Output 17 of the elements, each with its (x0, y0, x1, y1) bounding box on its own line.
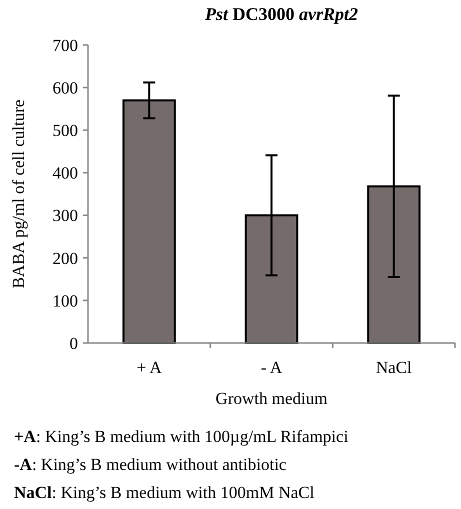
y-tick-label: 300 (52, 206, 78, 226)
text: +A: King’s B medium with 100µg/mL Rifampici (14, 427, 349, 446)
text: -A: King’s B medium without antibiotic (14, 455, 287, 474)
y-tick-label: 500 (52, 121, 78, 140)
text: NaCl: King’s B medium with 100mM NaCl (14, 483, 315, 502)
x-tick-label: NaCl (376, 358, 412, 377)
y-tick-label: 400 (52, 164, 78, 183)
x-axis-title: Growth medium (216, 389, 328, 408)
y-axis-title: BABA pg/ml of cell culture (9, 100, 28, 288)
chart-title: Pst DC3000 avrRpt2 (204, 4, 358, 24)
y-tick-label: 600 (52, 78, 78, 98)
y-tick-label: 0 (70, 334, 78, 353)
y-tick-label: 200 (52, 248, 78, 268)
y-tick-label: 100 (52, 291, 78, 310)
x-tick-label: - A (260, 358, 283, 377)
y-tick-label: 700 (52, 36, 78, 55)
x-tick-label: + A (136, 358, 162, 377)
